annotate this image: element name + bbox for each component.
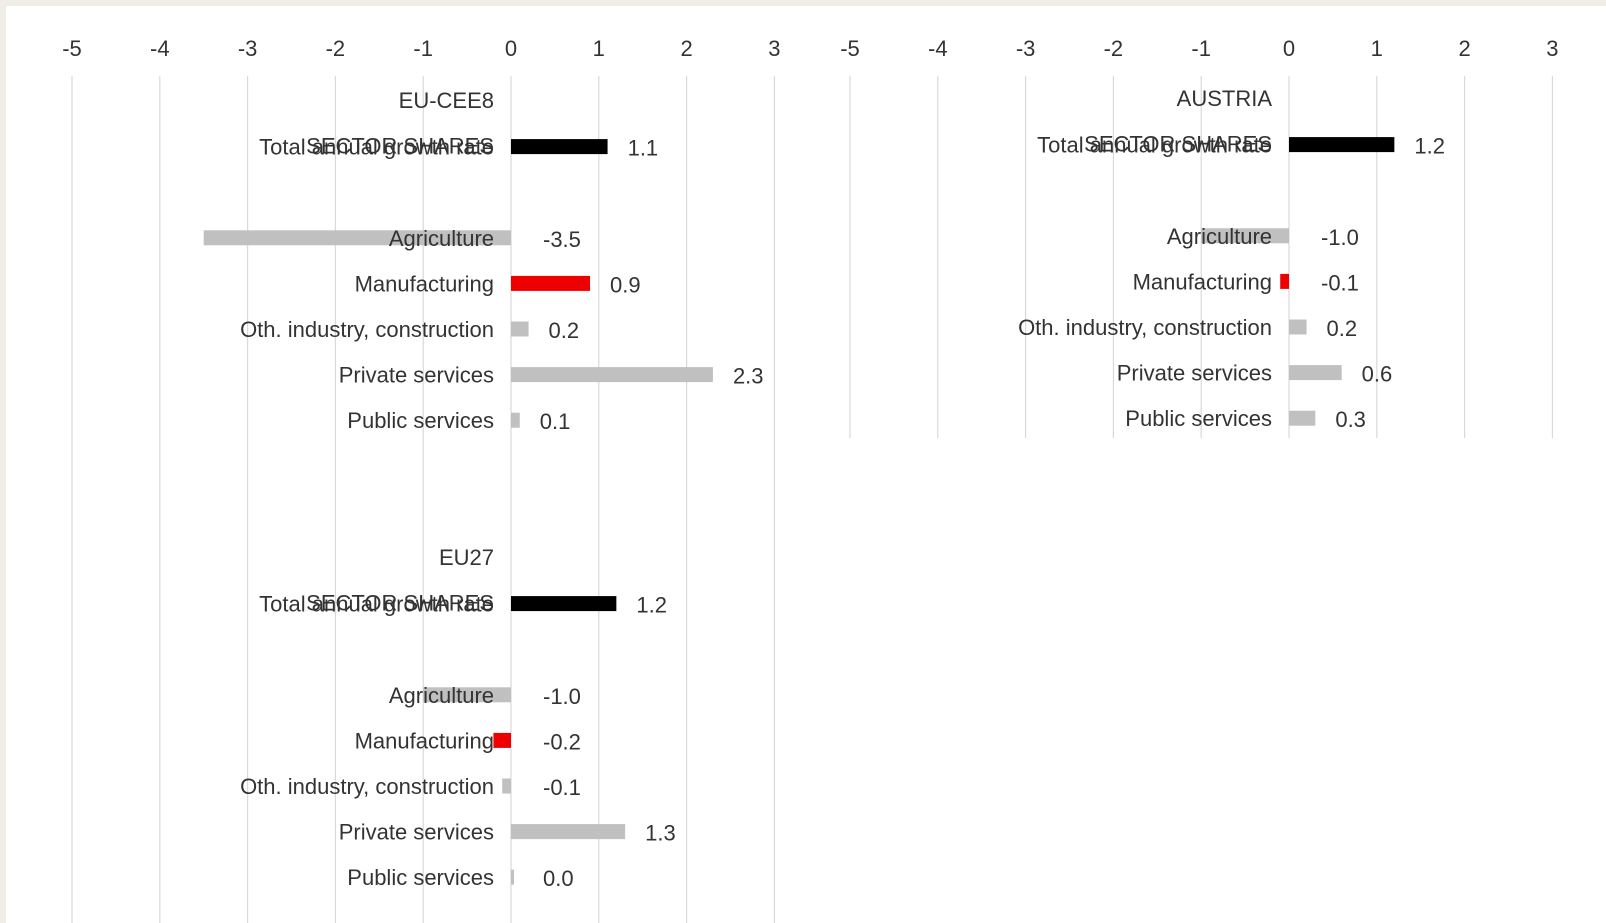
data-label: 0.9 <box>610 272 641 297</box>
category-label: Manufacturing <box>355 728 494 753</box>
bar-eu27-total-annual-growth-rate <box>511 596 617 612</box>
category-label: Oth. industry, construction <box>240 774 494 799</box>
data-label: -0.1 <box>1321 270 1359 295</box>
x-tick-label: 3 <box>768 36 780 61</box>
bar-eu-cee8-manufacturing <box>511 275 591 291</box>
panel-title: EU-CEE8 <box>399 88 494 113</box>
bar-eu27-manufacturing <box>493 732 511 748</box>
category-label: Total annual growth rate <box>259 592 494 617</box>
bar-eu-cee8-oth-industry-construction <box>511 321 529 337</box>
data-label: -1.0 <box>1321 225 1359 250</box>
category-label: Manufacturing <box>355 271 494 296</box>
section-label: SECTOR SHARES <box>306 591 494 616</box>
data-label: -0.2 <box>543 729 581 754</box>
data-label: 1.2 <box>636 593 667 618</box>
panel-austria: -5 -4 -3 -2 -1 0 1 2 3 AUSTRIA SECTOR SHARESTotal … <box>840 36 1559 438</box>
category-label: Total annual growth rate <box>259 135 494 160</box>
bar-eu-cee8-total-annual-growth-rate <box>511 139 608 155</box>
x-tick-label: -4 <box>150 36 170 61</box>
bar-eu27-agriculture <box>423 687 511 703</box>
bar-eu27-private-services <box>511 824 626 840</box>
data-label: 0.0 <box>543 866 574 891</box>
data-label: 1.3 <box>645 821 676 846</box>
category-label: Oth. industry, construction <box>1018 315 1272 340</box>
category-label: Public services <box>347 865 494 890</box>
panel-eu-cee8: -5 -4 -3 -2 -1 0 1 2 3 EU-CEE8 SECTOR SHARESTotal … <box>62 36 781 438</box>
x-tick-label: -5 <box>840 36 860 61</box>
bar-austria-agriculture <box>1201 228 1289 244</box>
category-label: Private services <box>339 820 494 845</box>
data-label: 1.2 <box>1414 134 1445 159</box>
data-label: 2.3 <box>733 364 764 389</box>
bar-eu-cee8-public-services <box>511 412 520 428</box>
panel-title: AUSTRIA <box>1177 86 1273 111</box>
panel-title: EU27 <box>439 545 494 570</box>
bar-eu-cee8-agriculture <box>203 230 511 246</box>
x-tick-label: 0 <box>505 36 517 61</box>
x-tick-label: -3 <box>238 36 258 61</box>
data-label: -1.0 <box>543 684 581 709</box>
category-label: Agriculture <box>389 683 494 708</box>
x-tick-label: 0 <box>1283 36 1295 61</box>
x-tick-label: 2 <box>1458 36 1470 61</box>
category-label: Private services <box>1117 361 1272 386</box>
data-label: 0.6 <box>1362 362 1393 387</box>
x-tick-label: -3 <box>1016 36 1036 61</box>
category-label: Manufacturing <box>1133 269 1272 294</box>
data-label: 0.2 <box>549 318 580 343</box>
x-tick-label: 3 <box>1546 36 1558 61</box>
data-label: 0.3 <box>1335 407 1366 432</box>
section-label: SECTOR SHARES <box>1084 132 1272 157</box>
category-label: Public services <box>1125 406 1272 431</box>
bar-eu-cee8-private-services <box>511 367 713 383</box>
x-tick-label: -4 <box>928 36 948 61</box>
data-label: -3.5 <box>543 227 581 252</box>
x-tick-label: -1 <box>1191 36 1211 61</box>
bar-eu27-oth-industry-construction <box>502 778 511 794</box>
category-label: Oth. industry, construction <box>240 317 494 342</box>
bar-austria-oth-industry-construction <box>1289 319 1307 335</box>
x-tick-label: -2 <box>1104 36 1124 61</box>
x-tick-label: -1 <box>413 36 433 61</box>
x-tick-label: 2 <box>680 36 692 61</box>
data-label: 0.1 <box>540 409 571 434</box>
category-label: Public services <box>347 408 494 433</box>
bar-eu27-public-services <box>511 869 514 885</box>
category-label: Agriculture <box>1167 224 1272 249</box>
category-label: Total annual growth rate <box>1037 133 1272 158</box>
bar-austria-total-annual-growth-rate <box>1289 137 1395 153</box>
data-label: -0.1 <box>543 775 581 800</box>
bar-austria-manufacturing <box>1280 273 1289 289</box>
bar-austria-public-services <box>1289 410 1316 426</box>
category-label: Private services <box>339 363 494 388</box>
x-tick-label: 1 <box>593 36 605 61</box>
bar-austria-private-services <box>1289 365 1342 381</box>
section-label: SECTOR SHARES <box>306 134 494 159</box>
x-tick-label: -2 <box>326 36 346 61</box>
data-label: 0.2 <box>1327 316 1358 341</box>
chart-frame: -5 -4 -3 -2 -1 0 1 2 3 EU-CEE8 SECTOR SHARES Total … <box>6 6 1606 923</box>
category-label: Agriculture <box>389 226 494 251</box>
x-tick-label: 1 <box>1371 36 1383 61</box>
x-tick-label: -5 <box>62 36 82 61</box>
data-label: 1.1 <box>628 136 659 161</box>
